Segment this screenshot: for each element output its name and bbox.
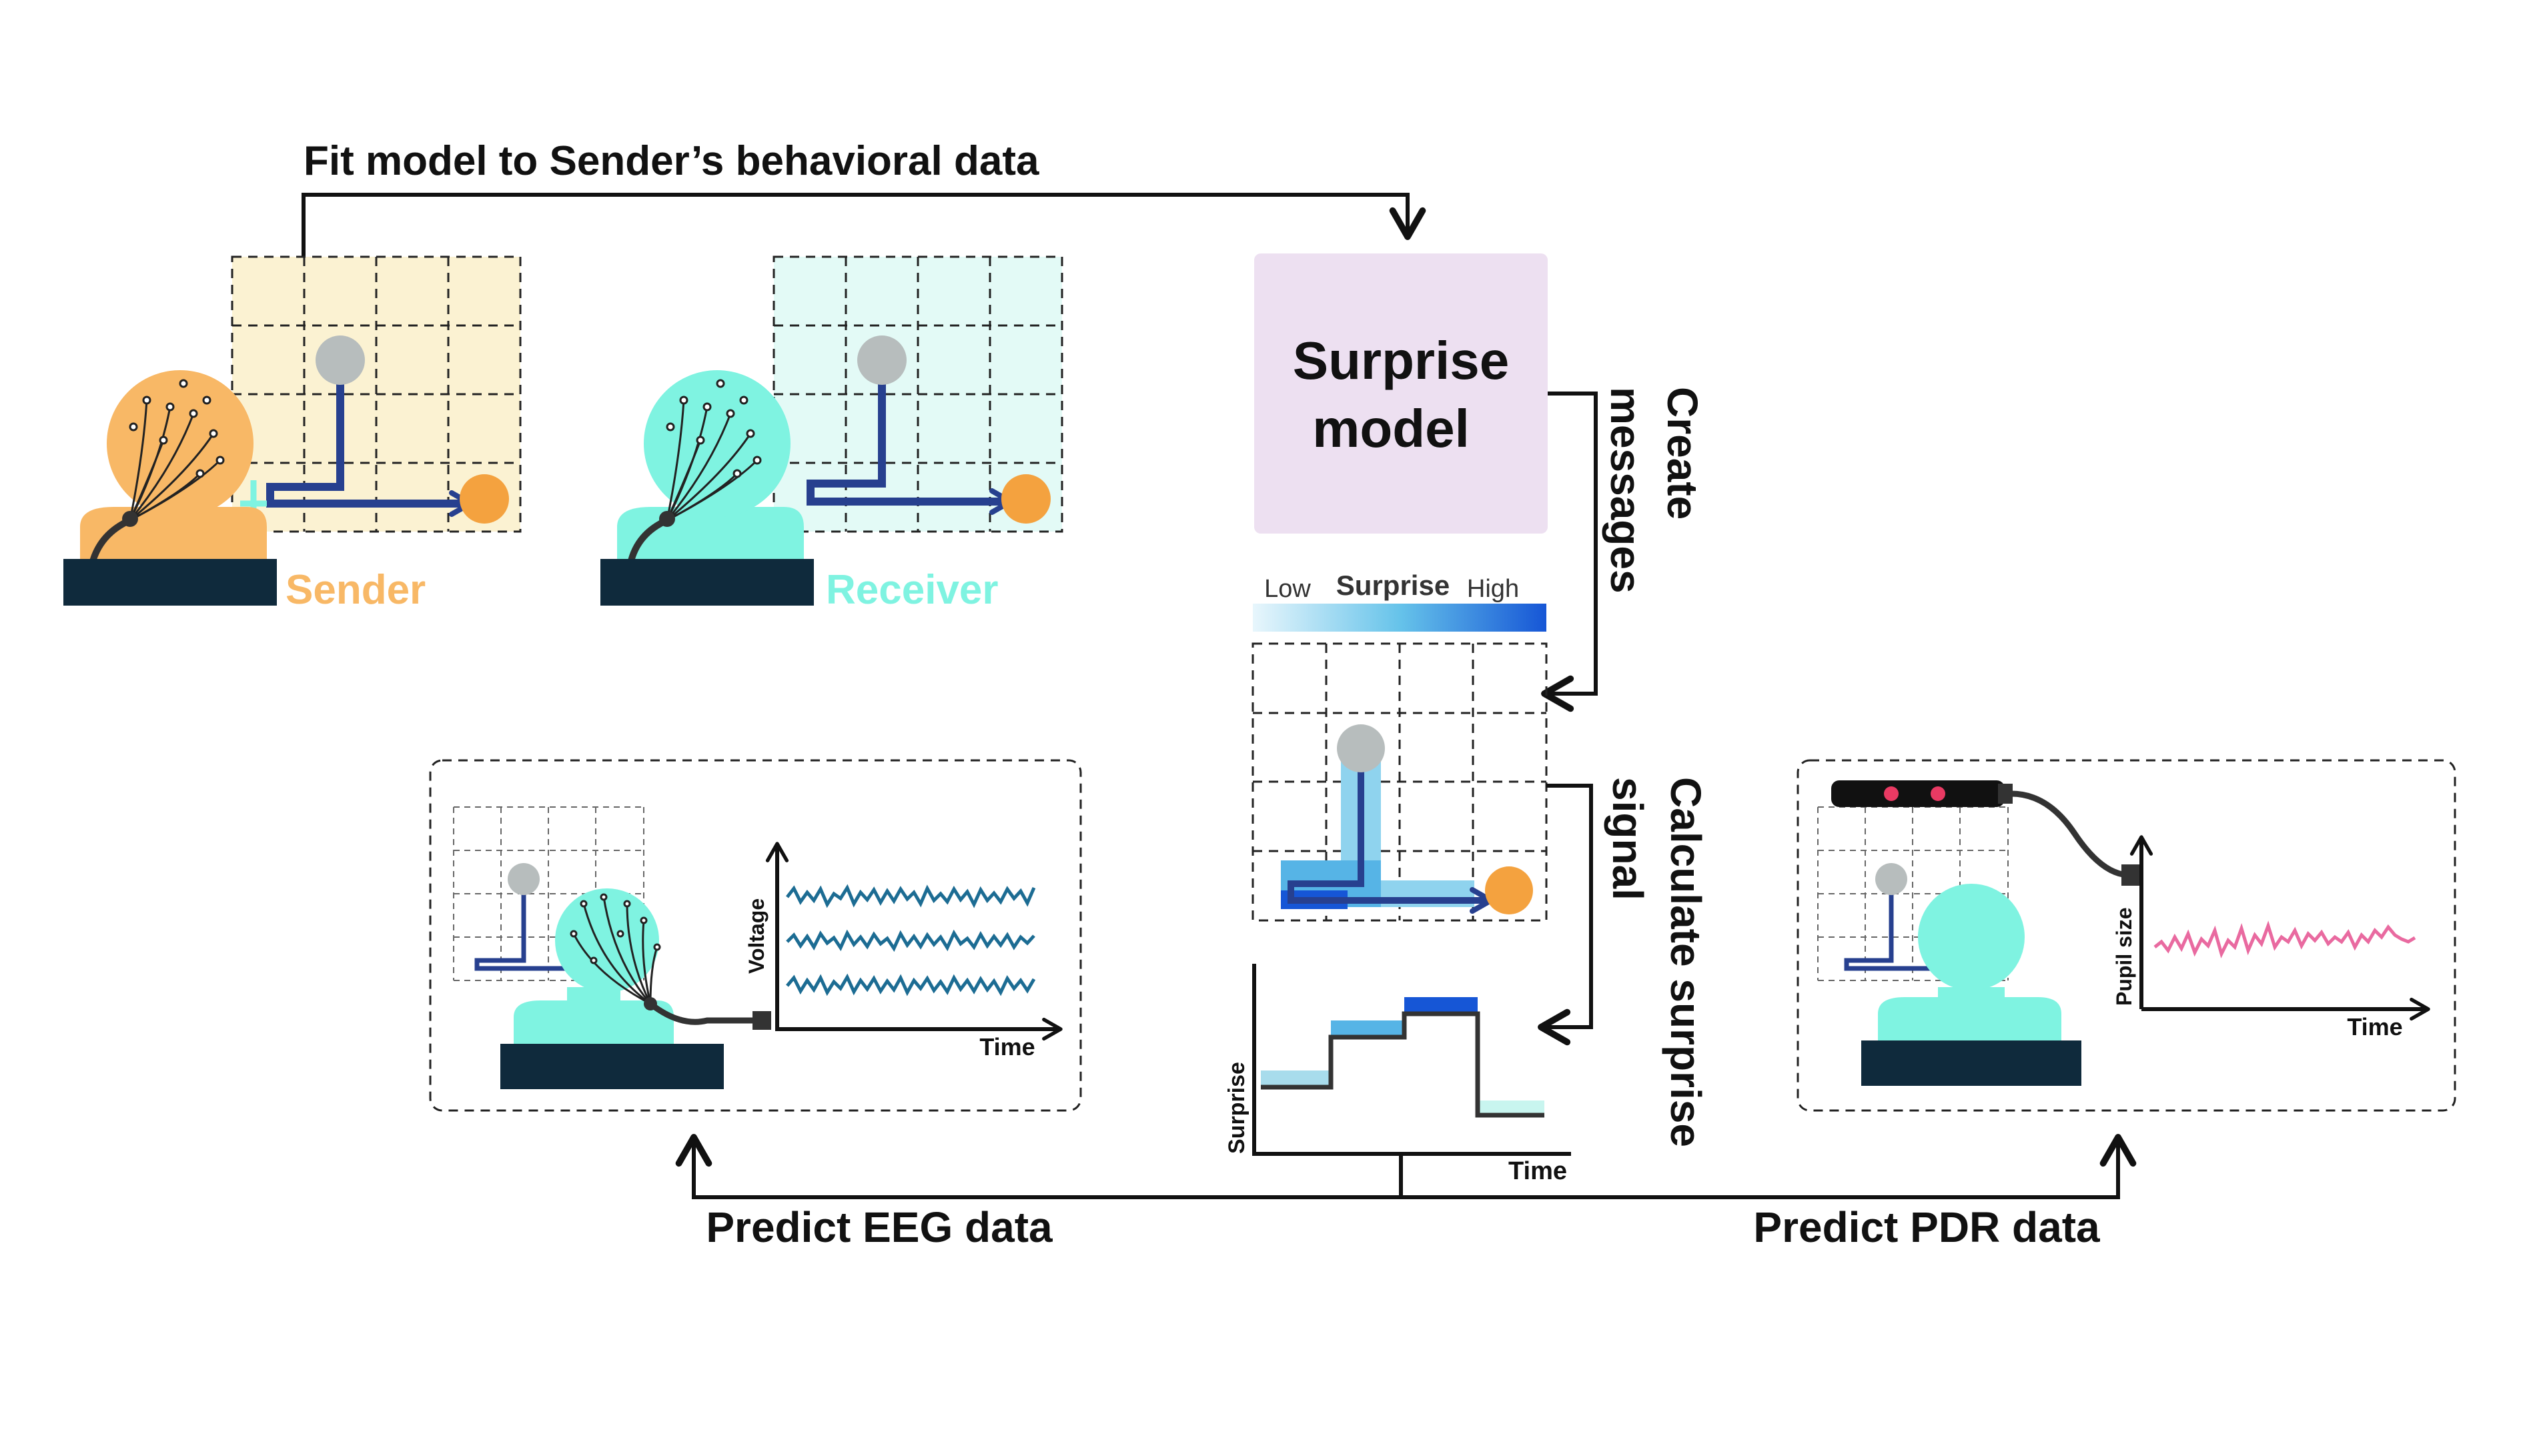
calculate-surprise-label-1: Calculate surprise: [1662, 777, 1710, 1147]
pdr-xlabel: Time: [2347, 1013, 2402, 1040]
eeg-panel: [429, 759, 1082, 1112]
receiver-grid: [773, 255, 1063, 533]
eeg-trace-1: [786, 884, 1036, 908]
eeg-xlabel: Time: [979, 1033, 1035, 1060]
sender-label: Sender: [286, 567, 426, 613]
colorbar-low-label: Low: [1264, 575, 1311, 603]
predict-eeg-label: Predict EEG data: [706, 1203, 1053, 1251]
surprise-model-box: [1254, 253, 1548, 534]
eeg-cap-icon: [89, 379, 225, 565]
colorbar-high-label: High: [1467, 575, 1519, 603]
predict-arrows: [675, 1134, 2137, 1199]
eeg-ylabel: Voltage: [744, 898, 769, 974]
sender-person: [63, 370, 277, 606]
receiver-label: Receiver: [826, 567, 999, 613]
eeg-cap-icon: [570, 893, 761, 1025]
calculate-surprise-arrow: [1538, 784, 1593, 1046]
receiver-goal-dot: [1001, 474, 1051, 524]
surprise-chart: [1252, 964, 1571, 1156]
fit-model-arrow: [302, 193, 1426, 257]
pdr-ylabel: Pupil size: [2112, 907, 2136, 1006]
predict-pdr-label: Predict PDR data: [1753, 1203, 2100, 1251]
create-messages-arrow: [1541, 392, 1598, 712]
surprise-chart-xlabel: Time: [1508, 1157, 1567, 1185]
pdr-person: [1861, 884, 2081, 1086]
sender-start-dot: [316, 335, 365, 385]
surprise-chart-ylabel: Surprise: [1224, 1062, 1249, 1154]
eeg-trace-3: [786, 973, 1036, 996]
surprise-model-title-2: model: [1312, 399, 1470, 458]
fit-model-label: Fit model to Sender’s behavioral data: [304, 138, 1039, 184]
pdr-panel: [1797, 759, 2456, 1112]
create-messages-label-1: Create: [1658, 387, 1706, 520]
eeg-person: [500, 888, 771, 1089]
receiver-desk: [600, 559, 814, 606]
eye-tracker-icon: [1831, 780, 2140, 886]
receiver-start-dot: [857, 335, 907, 385]
create-messages-label-2: messages: [1602, 387, 1650, 594]
receiver-person: [600, 370, 814, 606]
pupil-trace: [2153, 920, 2416, 958]
colorbar-title: Surprise: [1336, 570, 1450, 601]
eeg-trace-2: [786, 929, 1035, 952]
surprise-colorbar: [1253, 604, 1546, 632]
sender-grid: [231, 255, 522, 533]
sender-goal-dot: [460, 474, 509, 524]
eeg-cap-icon: [627, 379, 762, 565]
calculate-surprise-label-2: signal: [1604, 777, 1652, 900]
sender-desk: [63, 559, 277, 606]
surprise-model-title-1: Surprise: [1293, 331, 1510, 390]
message-grid: [1251, 642, 1548, 922]
